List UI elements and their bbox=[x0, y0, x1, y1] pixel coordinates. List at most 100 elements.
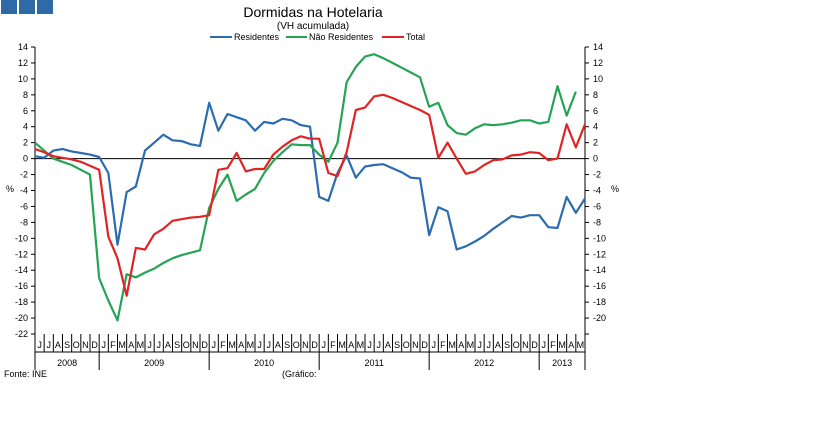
chart-subtitle: (VH acumulada) bbox=[277, 21, 349, 32]
y-tick-label-left: -20 bbox=[15, 313, 28, 323]
x-month-label: J bbox=[147, 340, 152, 350]
x-month-label: J bbox=[157, 340, 162, 350]
x-month-label: N bbox=[192, 340, 199, 350]
x-month-label: N bbox=[302, 340, 309, 350]
x-month-label: S bbox=[174, 340, 180, 350]
x-month-label: A bbox=[348, 340, 354, 350]
legend-label-nao-residentes: Não Residentes bbox=[309, 32, 374, 42]
y-tick-label-left: -14 bbox=[15, 265, 28, 275]
x-month-label: F bbox=[440, 340, 446, 350]
x-month-label: N bbox=[522, 340, 529, 350]
logo-square-3 bbox=[37, 0, 53, 14]
logo-square-1 bbox=[1, 0, 17, 14]
y-tick-label-right: 4 bbox=[593, 122, 598, 132]
x-month-label: J bbox=[37, 340, 42, 350]
x-month-label: A bbox=[495, 340, 501, 350]
x-month-label: M bbox=[558, 340, 566, 350]
x-month-label: O bbox=[513, 340, 520, 350]
y-tick-label-right: -10 bbox=[593, 233, 606, 243]
x-year-label: 2011 bbox=[364, 358, 383, 368]
y-tick-label-right: 10 bbox=[593, 74, 603, 84]
x-year-label: 2008 bbox=[57, 358, 77, 368]
x-month-label: A bbox=[458, 340, 464, 350]
y-tick-label-right: -16 bbox=[593, 281, 606, 291]
x-month-label: J bbox=[267, 340, 272, 350]
y-tick-label-left: -22 bbox=[15, 329, 28, 339]
y-tick-label-left: -16 bbox=[15, 281, 28, 291]
y-tick-label-left: 8 bbox=[23, 90, 28, 100]
axes bbox=[34, 47, 586, 370]
x-month-label: J bbox=[47, 340, 52, 350]
x-month-label: J bbox=[322, 340, 327, 350]
x-month-label: M bbox=[577, 340, 585, 350]
x-month-label: M bbox=[467, 340, 475, 350]
y-tick-label-left: 4 bbox=[23, 122, 28, 132]
y-tick-label-right: -4 bbox=[593, 186, 601, 196]
x-month-label: A bbox=[238, 340, 244, 350]
x-month-label: J bbox=[432, 340, 437, 350]
y-tick-label-right: 6 bbox=[593, 106, 598, 116]
y-tick-label-right: -18 bbox=[593, 297, 606, 307]
legend-label-residentes: Residentes bbox=[234, 32, 280, 42]
legend: Residentes Não Residentes Total bbox=[210, 32, 425, 42]
y-tick-label-right: -20 bbox=[593, 313, 606, 323]
y-tick-label-right: -6 bbox=[593, 201, 601, 211]
x-month-label: D bbox=[91, 340, 98, 350]
x-month-label: O bbox=[73, 340, 80, 350]
x-month-label: M bbox=[338, 340, 346, 350]
graph-note: (Gráfico: bbox=[282, 369, 317, 379]
x-month-label: D bbox=[531, 340, 538, 350]
x-month-label: D bbox=[201, 340, 208, 350]
source-note: Fonte: INE bbox=[4, 369, 47, 379]
y-tick-label-left: 0 bbox=[23, 154, 28, 164]
y-tick-label-left: 6 bbox=[23, 106, 28, 116]
x-month-label: S bbox=[284, 340, 290, 350]
x-month-label: F bbox=[550, 340, 556, 350]
x-month-label: N bbox=[412, 340, 419, 350]
x-year-label: 2013 bbox=[552, 358, 572, 368]
y-tick-label-left: 12 bbox=[18, 58, 28, 68]
y-tick-label-right: -12 bbox=[593, 249, 606, 259]
x-month-label: O bbox=[293, 340, 300, 350]
y-tick-label-left: -2 bbox=[20, 170, 28, 180]
x-year-label: 2010 bbox=[254, 358, 274, 368]
y-tick-label-left: -10 bbox=[15, 233, 28, 243]
chart-title: Dormidas na Hotelaria bbox=[243, 4, 382, 20]
x-month-label: M bbox=[228, 340, 236, 350]
series-layer bbox=[34, 53, 587, 322]
series-line-total bbox=[34, 93, 587, 297]
x-month-label: J bbox=[487, 340, 492, 350]
x-month-label: A bbox=[385, 340, 391, 350]
x-month-label: O bbox=[183, 340, 190, 350]
x-year-label: 2012 bbox=[474, 358, 494, 368]
y-tick-label-left: -4 bbox=[20, 186, 28, 196]
x-month-label: J bbox=[377, 340, 382, 350]
y-tick-label-left: 2 bbox=[23, 138, 28, 148]
y-axis-label-left: % bbox=[6, 184, 14, 194]
y-tick-label-right: 14 bbox=[593, 42, 603, 52]
x-month-label: N bbox=[82, 340, 89, 350]
y-tick-label-right: 8 bbox=[593, 90, 598, 100]
x-month-label: J bbox=[477, 340, 482, 350]
y-tick-label-left: -18 bbox=[15, 297, 28, 307]
legend-label-total: Total bbox=[406, 32, 425, 42]
y-tick-label-left: 10 bbox=[18, 74, 28, 84]
x-month-label: J bbox=[212, 340, 217, 350]
x-month-label: J bbox=[367, 340, 372, 350]
x-month-label: F bbox=[110, 340, 116, 350]
x-month-label: M bbox=[357, 340, 365, 350]
x-month-label: D bbox=[311, 340, 318, 350]
x-month-label: S bbox=[394, 340, 400, 350]
y-tick-label-left: -12 bbox=[15, 249, 28, 259]
y-tick-label-right: -8 bbox=[593, 217, 601, 227]
x-year-label: 2009 bbox=[144, 358, 164, 368]
x-month-label: M bbox=[448, 340, 456, 350]
x-month-label: J bbox=[257, 340, 262, 350]
x-month-label: A bbox=[568, 340, 574, 350]
y-tick-label-left: 14 bbox=[18, 42, 28, 52]
x-month-label: S bbox=[504, 340, 510, 350]
y-axis-right: 14 12 10 8 6 4 2 0 -2 -4 -6 -8 -10 -12 -14 -16 -18 -20 bbox=[585, 42, 606, 335]
x-month-label: D bbox=[421, 340, 428, 350]
